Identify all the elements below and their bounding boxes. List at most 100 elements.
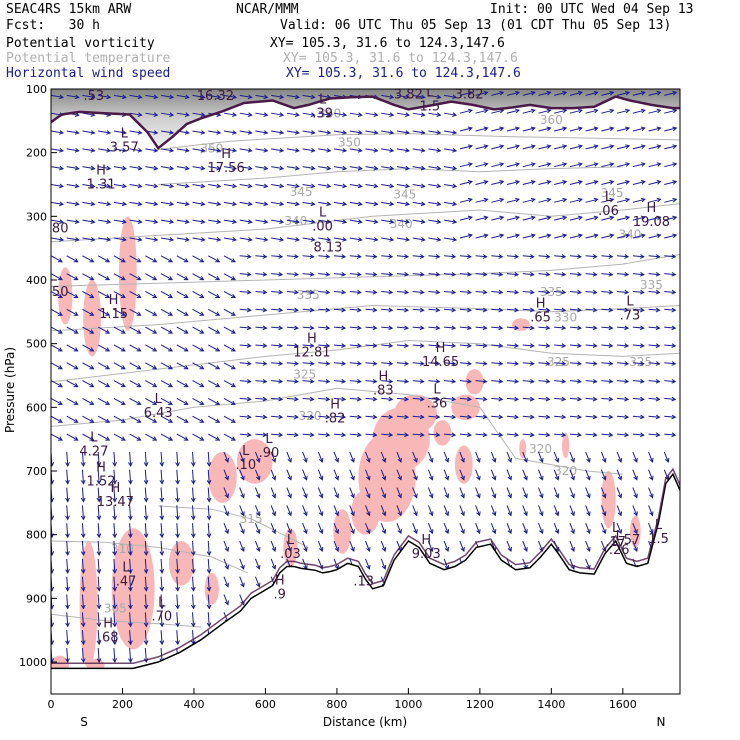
wind-vector (538, 362, 550, 365)
wind-vector (333, 505, 339, 516)
wind-arrowhead (617, 511, 623, 517)
wind-arrowhead (143, 604, 149, 610)
wind-arrowhead (96, 515, 102, 521)
wind-arrowhead (577, 361, 582, 366)
wind-vector (302, 451, 308, 463)
wind-arrowhead (168, 418, 174, 423)
wind-arrowhead (183, 311, 189, 316)
wind-arrowhead (287, 493, 292, 499)
wind-vector (98, 94, 111, 98)
wind-vector (428, 112, 441, 116)
wind-arrowhead (200, 112, 206, 117)
wind-vector (648, 181, 661, 185)
wind-arrowhead (246, 432, 252, 438)
wind-vector (318, 94, 331, 98)
wind-vector (176, 380, 189, 388)
wind-arrowhead (121, 148, 127, 153)
wind-arrowhead (436, 201, 442, 207)
wind-vector (412, 184, 425, 187)
wind-arrowhead (74, 165, 80, 171)
wind-arrowhead (168, 365, 174, 370)
wind-arrowhead (247, 219, 253, 224)
wind-arrowhead (577, 108, 583, 114)
wind-arrowhead (184, 237, 190, 242)
wind-arrowhead (405, 94, 411, 100)
wind-arrowhead (451, 325, 457, 331)
wind-vector (271, 362, 283, 365)
hl-value: .50 (48, 285, 69, 300)
wind-vector (475, 234, 488, 239)
wind-vector (679, 148, 680, 149)
wind-vector (444, 326, 456, 329)
theta-label: 335 (640, 278, 663, 292)
wind-vector (318, 201, 331, 205)
wind-arrowhead (74, 148, 80, 153)
hl-symbol: L (433, 382, 441, 397)
wind-arrowhead (539, 457, 544, 463)
wind-arrowhead (190, 479, 196, 485)
wind-vector (569, 163, 583, 168)
wind-arrowhead (341, 289, 347, 295)
wind-vector (569, 487, 575, 498)
wind-arrowhead (143, 622, 149, 628)
wind-arrowhead (310, 183, 316, 189)
wind-arrowhead (373, 201, 379, 207)
wind-arrowhead (404, 271, 410, 277)
wind-vector (632, 91, 645, 96)
wind-arrowhead (372, 254, 378, 259)
wind-arrowhead (216, 219, 222, 224)
wind-vector (239, 344, 251, 347)
hl-symbol: L (265, 432, 273, 447)
wind-arrowhead (206, 569, 212, 574)
wind-vector (381, 290, 393, 293)
wind-vector (569, 523, 575, 534)
wind-vector (459, 469, 465, 480)
wind-arrowhead (326, 183, 332, 189)
wind-arrowhead (617, 493, 623, 499)
wind-vector (381, 415, 393, 418)
wind-arrowhead (224, 493, 229, 499)
wind-arrowhead (287, 475, 292, 481)
wind-vector (381, 255, 393, 258)
wind-vector (616, 451, 622, 463)
wind-arrowhead (514, 414, 520, 420)
wind-vector (192, 237, 205, 241)
wind-vector (491, 380, 503, 383)
wind-arrowhead (294, 378, 299, 384)
wind-vector (585, 198, 598, 203)
wind-vector (428, 308, 440, 311)
wind-vector (176, 344, 189, 352)
wind-vector (255, 326, 267, 329)
wind-arrowhead (451, 271, 457, 277)
wind-vector (601, 234, 614, 239)
wind-arrowhead (287, 457, 292, 463)
wind-arrowhead (586, 529, 591, 535)
wind-arrowhead (215, 276, 221, 281)
wind-vector (412, 130, 425, 134)
hl-value: .39 (312, 107, 333, 122)
pv-blob (111, 528, 155, 650)
wind-arrowhead (476, 529, 481, 535)
wind-arrowhead (231, 276, 236, 281)
wind-vector (522, 380, 534, 383)
wind-vector (286, 308, 298, 311)
wind-arrowhead (294, 94, 300, 100)
wind-vector (239, 487, 245, 498)
wind-arrowhead (562, 144, 568, 149)
wind-arrowhead (278, 325, 284, 331)
wind-vector (160, 94, 174, 98)
wind-arrowhead (592, 378, 598, 384)
wind-vector (318, 308, 330, 311)
wind-arrowhead (224, 547, 229, 552)
pv-blob (394, 394, 437, 433)
wind-vector (255, 362, 267, 365)
wind-arrowhead (169, 130, 175, 135)
wind-vector (254, 487, 260, 498)
wind-vector (428, 184, 441, 187)
wind-vector (113, 558, 116, 573)
wind-vector (302, 148, 315, 152)
wind-arrowhead (120, 258, 126, 263)
wind-vector (459, 255, 471, 258)
wind-arrowhead (482, 396, 488, 402)
wind-arrowhead (169, 219, 175, 224)
